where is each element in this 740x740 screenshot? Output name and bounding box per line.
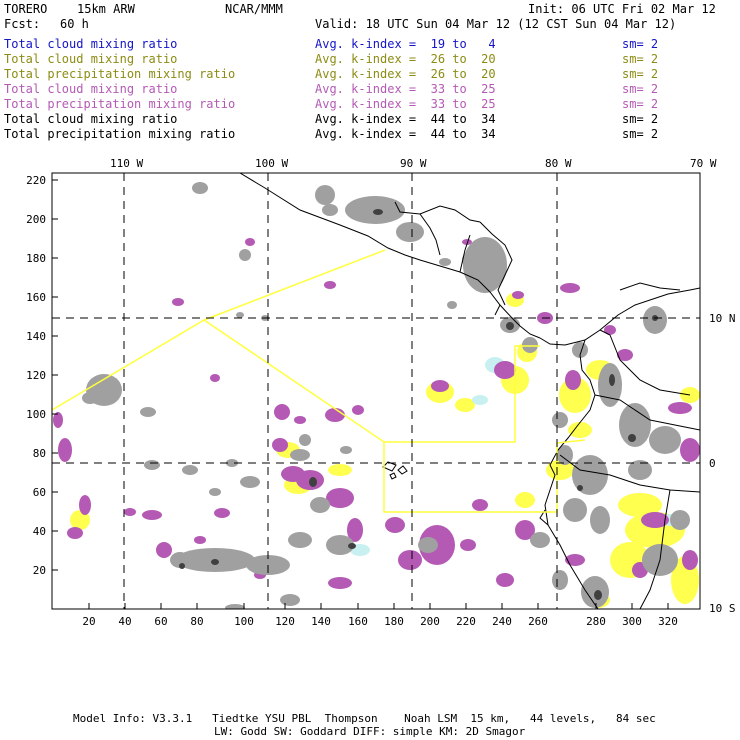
center-name: NCAR/MMM (225, 2, 283, 16)
country-borders (459, 234, 700, 609)
x-tick-320: 320 (658, 615, 678, 628)
gray-cloud-areas (82, 182, 690, 609)
x-tick-20: 20 (82, 615, 96, 628)
init-time: Init: 06 UTC Fri 02 Mar 12 (528, 2, 716, 16)
legend-row-6-sm: sm= 2 (622, 112, 659, 126)
y-tick-60: 60 (32, 486, 46, 499)
legend-row-4-field: Total cloud mixing ratio (4, 82, 178, 96)
y-tick-40: 40 (32, 525, 46, 538)
x-tick-40: 40 (118, 615, 132, 628)
legend-row-2-index: Avg. k-index = 26 to 20 (315, 52, 496, 66)
y-tick-200: 200 (26, 213, 46, 226)
legend-row-7-field: Total precipitation mixing ratio (4, 127, 236, 141)
x-tick-180: 180 (384, 615, 404, 628)
x-tick-240: 240 (492, 615, 512, 628)
x-tick-200: 200 (420, 615, 440, 628)
y-tick-140: 140 (26, 330, 46, 343)
legend-row-2-sm: sm= 2 (622, 52, 659, 66)
fcst-label: Fcst: (4, 17, 41, 31)
x-tick-60: 60 (154, 615, 168, 628)
legend-row-3-sm: sm= 2 (622, 67, 659, 81)
lon-label-110w: 110 W (110, 157, 144, 170)
legend-row-6-index: Avg. k-index = 44 to 34 (315, 112, 496, 126)
lon-label-100w: 100 W (255, 157, 289, 170)
legend-row-5-sm: sm= 2 (622, 97, 659, 111)
legend-row-7-sm: sm= 2 (622, 127, 659, 141)
model-resolution: 15km ARW (77, 2, 135, 16)
y-tick-180: 180 (26, 252, 46, 265)
legend-row-1-index: Avg. k-index = 19 to 4 (315, 37, 496, 51)
lon-label-90w: 90 W (400, 157, 427, 170)
y-tick-120: 120 (26, 369, 46, 382)
lat-label-eq: 0 (709, 457, 716, 470)
yellow-cloud-areas (70, 293, 700, 608)
lon-label-70w: 70 W (690, 157, 717, 170)
map-frame (51, 172, 701, 610)
legend-row-7-index: Avg. k-index = 44 to 34 (315, 127, 496, 141)
legend-row-3-field: Total precipitation mixing ratio (4, 67, 236, 81)
dark-cloud-cores (179, 209, 658, 600)
legend-row-1-sm: sm= 2 (622, 37, 659, 51)
x-tick-160: 160 (348, 615, 368, 628)
legend-row-2-field: Total cloud mixing ratio (4, 52, 178, 66)
y-tick-160: 160 (26, 291, 46, 304)
legend-row-6-field: Total cloud mixing ratio (4, 112, 178, 126)
legend-row-1-field: Total cloud mixing ratio (4, 37, 178, 51)
field-layer (52, 173, 700, 609)
legend-row-5-index: Avg. k-index = 33 to 25 (315, 97, 496, 111)
model-name: TORERO (4, 2, 48, 16)
fcst-value: 60 h (60, 17, 89, 31)
x-tick-80: 80 (190, 615, 204, 628)
y-tick-80: 80 (32, 447, 46, 460)
lat-lon-grid (52, 173, 700, 609)
x-tick-300: 300 (622, 615, 642, 628)
x-tick-140: 140 (311, 615, 331, 628)
legend-row-4-index: Avg. k-index = 33 to 25 (315, 82, 496, 96)
y-tick-100: 100 (26, 408, 46, 421)
x-tick-100: 100 (234, 615, 254, 628)
x-tick-120: 120 (275, 615, 295, 628)
legend-row-5-field: Total precipitation mixing ratio (4, 97, 236, 111)
legend-row-4-sm: sm= 2 (622, 82, 659, 96)
y-tick-220: 220 (26, 174, 46, 187)
footer-physics-info: LW: Godd SW: Goddard DIFF: simple KM: 2D… (214, 725, 526, 738)
lat-label-10n: 10 N (709, 312, 736, 325)
axis-ticks (52, 179, 669, 609)
footer-model-info: Model Info: V3.3.1 Tiedtke YSU PBL Thomp… (73, 712, 656, 725)
x-tick-220: 220 (456, 615, 476, 628)
legend-row-3-index: Avg. k-index = 26 to 20 (315, 67, 496, 81)
y-tick-20: 20 (32, 564, 46, 577)
x-tick-260: 260 (528, 615, 548, 628)
coastlines (239, 173, 700, 609)
lon-label-80w: 80 W (545, 157, 572, 170)
x-tick-280: 280 (586, 615, 606, 628)
lat-label-10s: 10 S (709, 602, 736, 615)
purple-cloud-areas (53, 238, 700, 589)
valid-time: Valid: 18 UTC Sun 04 Mar 12 (12 CST Sun … (315, 17, 677, 31)
